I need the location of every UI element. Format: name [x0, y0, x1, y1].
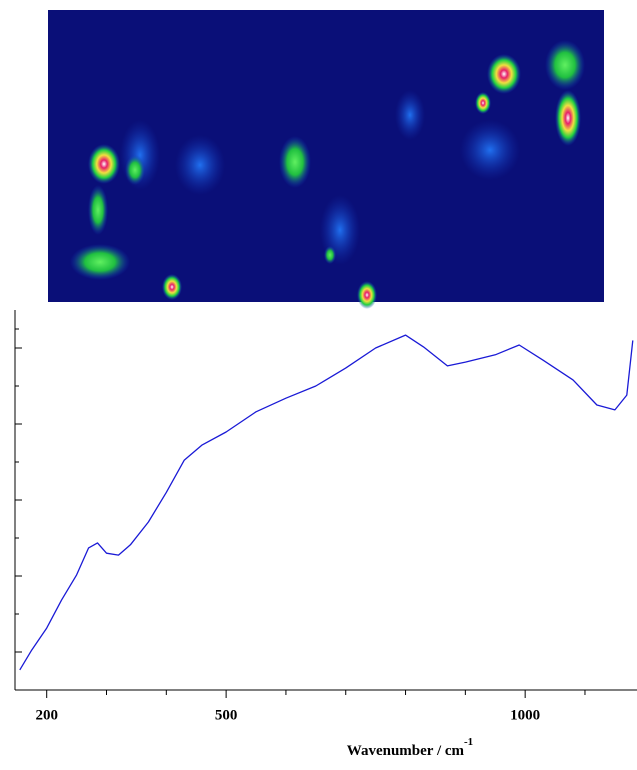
x-axis-label: Wavenumber / cm-1: [347, 736, 473, 760]
x-tick-label: 1000: [510, 707, 540, 723]
spectrum-line: [19, 334, 634, 671]
x-axis-label-text: Wavenumber / cm: [347, 743, 465, 759]
x-tick-label: 200: [35, 707, 58, 723]
x-tick-label: 500: [215, 707, 238, 723]
raman-map: [48, 10, 604, 309]
x-axis-label-sup: -1: [464, 736, 473, 748]
